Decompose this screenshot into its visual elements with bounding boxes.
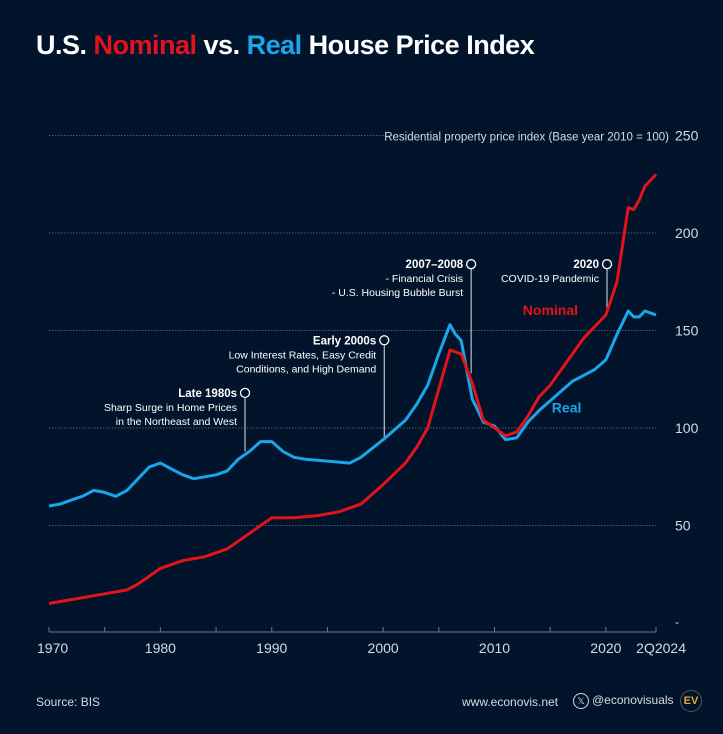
website[interactable]: www.econovis.net (462, 695, 559, 709)
annotation-title: Early 2000s (313, 335, 376, 347)
x-tick-label: 1970 (37, 640, 68, 656)
annotation-marker (601, 259, 613, 270)
y-tick-label: 100 (675, 420, 699, 436)
y-tick-label: - (675, 615, 679, 629)
y-tick-label: 50 (675, 518, 691, 534)
annotation-title: Late 1980s (178, 388, 237, 400)
x-logo-icon: 𝕏 (573, 693, 589, 709)
y-tick-label: 150 (675, 323, 699, 339)
annotation-marker (239, 387, 251, 399)
x-tick-label: 1990 (256, 640, 287, 656)
title-part: House Price Index (301, 30, 535, 60)
series-line-real (48, 309, 657, 508)
series-line-nominal (48, 173, 658, 605)
title-part: vs. (196, 30, 247, 60)
annotation-title: 2007–2008 (406, 259, 464, 271)
annotation-text: Low Interest Rates, Easy Credit (229, 349, 377, 361)
annotation-title: 2020 (573, 259, 599, 271)
series-label-nominal: Nominal (523, 302, 578, 318)
social-handle[interactable]: @econovisuals (592, 693, 674, 708)
y-tick-label: 200 (675, 225, 699, 241)
x-tick-label: 2Q2024 (636, 640, 686, 656)
annotation-text: COVID-19 Pandemic (501, 273, 599, 285)
x-tick-label: 2010 (479, 640, 510, 656)
label-bg (395, 126, 672, 145)
x-tick-label: 1980 (145, 640, 176, 656)
annotation-marker (379, 335, 390, 346)
series-label-real: Real (552, 399, 582, 415)
chart-title: U.S. Nominal vs. Real House Price Index (36, 30, 535, 61)
econovis-logo: EV (680, 690, 702, 712)
y-axis-label: Residential property price index (Base y… (384, 132, 669, 144)
x-tick-label: 2000 (368, 640, 399, 656)
annotation-text: - Financial Crisis (386, 273, 464, 285)
annotation-text: Conditions, and High Demand (236, 363, 376, 375)
title-real: Real (246, 30, 303, 60)
y-tick-label: 250 (675, 128, 699, 144)
source-note: Source: BIS (36, 695, 101, 709)
title-nominal: Nominal (93, 30, 198, 60)
x-tick-label: 2020 (590, 640, 621, 656)
annotation-text: - U.S. Housing Bubble Burst (332, 287, 463, 299)
annotation-marker (465, 259, 477, 270)
annotation-text: Sharp Surge in Home Prices (104, 402, 237, 414)
annotation-text: in the Northeast and West (116, 416, 237, 428)
title-part: U.S. (36, 30, 94, 60)
